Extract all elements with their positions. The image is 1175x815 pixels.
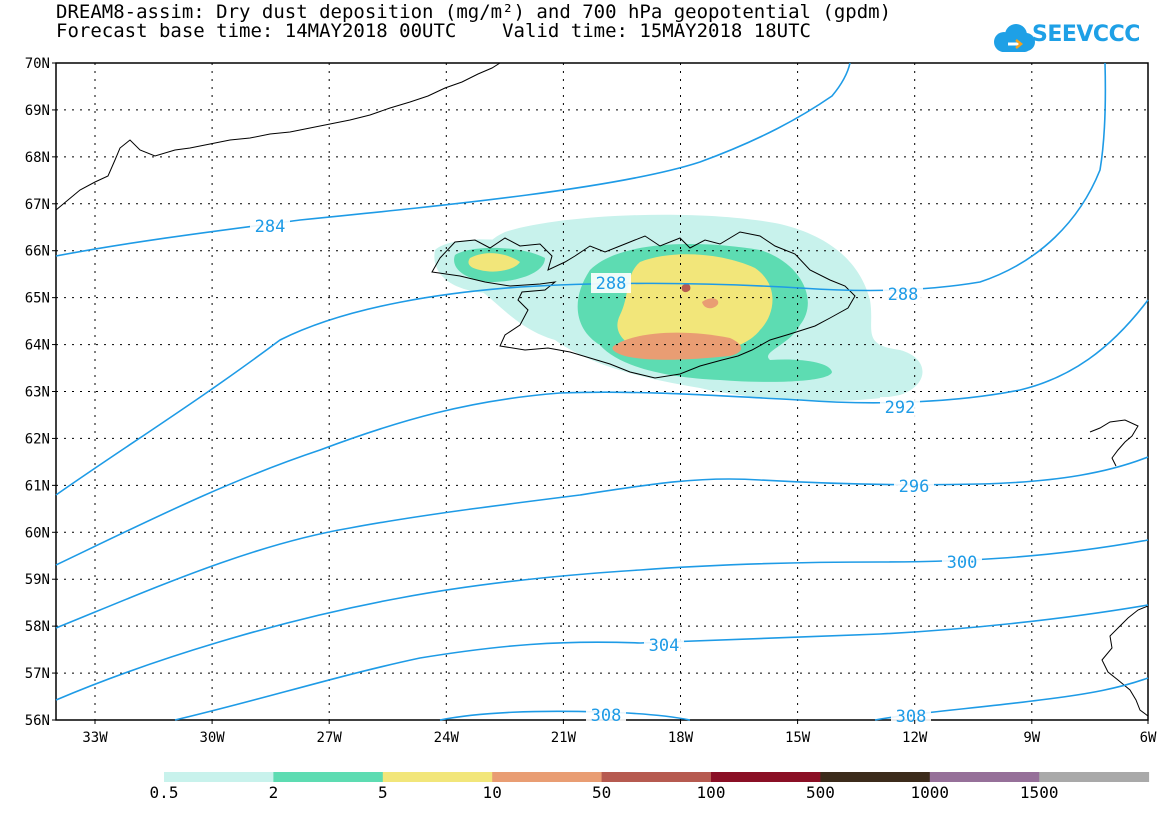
lat-label: 57N xyxy=(25,666,50,682)
dust-area-orange xyxy=(612,332,742,360)
contour-label-bg xyxy=(942,552,982,572)
legend-swatch xyxy=(711,772,821,782)
dust-area-orange-north xyxy=(702,298,719,309)
dust-deposition-field xyxy=(434,214,923,401)
contour-label: 284 xyxy=(255,217,286,237)
lat-label: 68N xyxy=(25,150,50,166)
contour-line-292 xyxy=(55,299,1149,566)
contour-line-288 xyxy=(55,62,1107,496)
lat-label: 67N xyxy=(25,197,50,213)
lon-label: 9W xyxy=(1023,730,1040,746)
contour-label-bg xyxy=(250,216,290,236)
lon-label: 15W xyxy=(785,730,811,746)
lat-label: 59N xyxy=(25,572,50,588)
legend-colorbar xyxy=(164,772,1150,782)
contour-label-bg xyxy=(586,705,626,725)
contour-label-bg xyxy=(591,273,631,293)
map-title: DREAM8-assim: Dry dust deposition (mg/m²… xyxy=(56,1,892,23)
lon-label: 27W xyxy=(317,730,343,746)
contour-line-304 xyxy=(174,604,1149,721)
legend-label: 10 xyxy=(482,783,502,802)
legend-label: 500 xyxy=(805,783,835,802)
legend-label: 2 xyxy=(268,783,279,802)
contour-label: 288 xyxy=(596,274,627,294)
lat-label: 70N xyxy=(25,56,50,72)
lon-label: 21W xyxy=(551,730,577,746)
lon-label: 33W xyxy=(82,730,108,746)
legend-swatch xyxy=(1039,772,1150,782)
lat-label: 64N xyxy=(25,338,50,354)
legend-label: 1500 xyxy=(1019,783,1059,802)
latitude-labels: 70N 69N 68N 67N 66N 65N 64N 63N 62N 61N 60N 59N 58N 5… xyxy=(25,56,56,729)
lon-label: 30W xyxy=(199,730,225,746)
lon-label: 12W xyxy=(902,730,928,746)
logo-text: SEEVCCC xyxy=(1032,22,1140,47)
lon-label: 18W xyxy=(668,730,694,746)
legend-label: 0.5 xyxy=(149,783,179,802)
contour-label: 292 xyxy=(885,398,916,418)
contour-label-bg xyxy=(894,476,934,496)
dust-area-red xyxy=(681,283,691,293)
legend-swatch xyxy=(492,772,603,782)
lat-label: 56N xyxy=(25,713,50,729)
map-subtitle-times: Forecast base time: 14MAY2018 00UTC Vali… xyxy=(56,20,811,42)
scotland-coastline xyxy=(1101,605,1149,717)
iceland-coastline xyxy=(431,231,856,379)
legend-label: 1000 xyxy=(910,783,950,802)
lat-label: 62N xyxy=(25,431,50,447)
contour-label-bg xyxy=(880,397,920,417)
contour-label-bg xyxy=(883,284,923,304)
cloud-icon xyxy=(994,24,1035,52)
greenland-coastline xyxy=(55,62,501,211)
contour-label-bg xyxy=(891,706,931,726)
legend-swatch xyxy=(601,772,712,782)
contour-label-bg xyxy=(644,635,684,655)
legend-swatch xyxy=(820,772,931,782)
contour-label: 308 xyxy=(896,707,927,727)
lat-label: 69N xyxy=(25,103,50,119)
lat-label: 58N xyxy=(25,619,50,635)
graticule xyxy=(56,63,1148,720)
legend-label: 5 xyxy=(377,783,388,802)
legend-swatch xyxy=(273,772,384,782)
lat-label: 65N xyxy=(25,291,50,307)
contour-label: 304 xyxy=(649,636,680,656)
lat-label: 66N xyxy=(25,244,50,260)
contour-label: 288 xyxy=(888,285,919,305)
legend-swatch xyxy=(929,772,1040,782)
lon-label: 6W xyxy=(1140,730,1157,746)
lat-label: 60N xyxy=(25,525,50,541)
seevccc-logo xyxy=(994,24,1035,52)
legend-label: 50 xyxy=(591,783,612,802)
lon-label: 24W xyxy=(434,730,460,746)
contour-line-284 xyxy=(55,62,851,257)
lat-label: 61N xyxy=(25,478,50,494)
geopotential-contours xyxy=(55,62,1149,721)
lat-label: 63N xyxy=(25,385,50,401)
legend-swatch xyxy=(164,772,274,782)
contour-label: 300 xyxy=(947,553,978,573)
contour-line-296 xyxy=(55,456,1149,629)
contour-label: 296 xyxy=(899,477,930,497)
contour-label: 308 xyxy=(591,706,622,726)
contour-labels: 284 288 288 292 296 300 304 308 308 xyxy=(250,216,982,727)
dust-area-yellow-west xyxy=(468,253,520,272)
faroe-islands-coastline xyxy=(1089,419,1139,467)
longitude-labels: 33W 30W 27W 24W 21W 18W 15W 12W 9W 6W xyxy=(82,720,1157,746)
legend-swatch xyxy=(382,772,493,782)
legend-label: 100 xyxy=(696,783,726,802)
coastlines xyxy=(55,62,1149,717)
dust-area-yellow xyxy=(617,254,773,357)
